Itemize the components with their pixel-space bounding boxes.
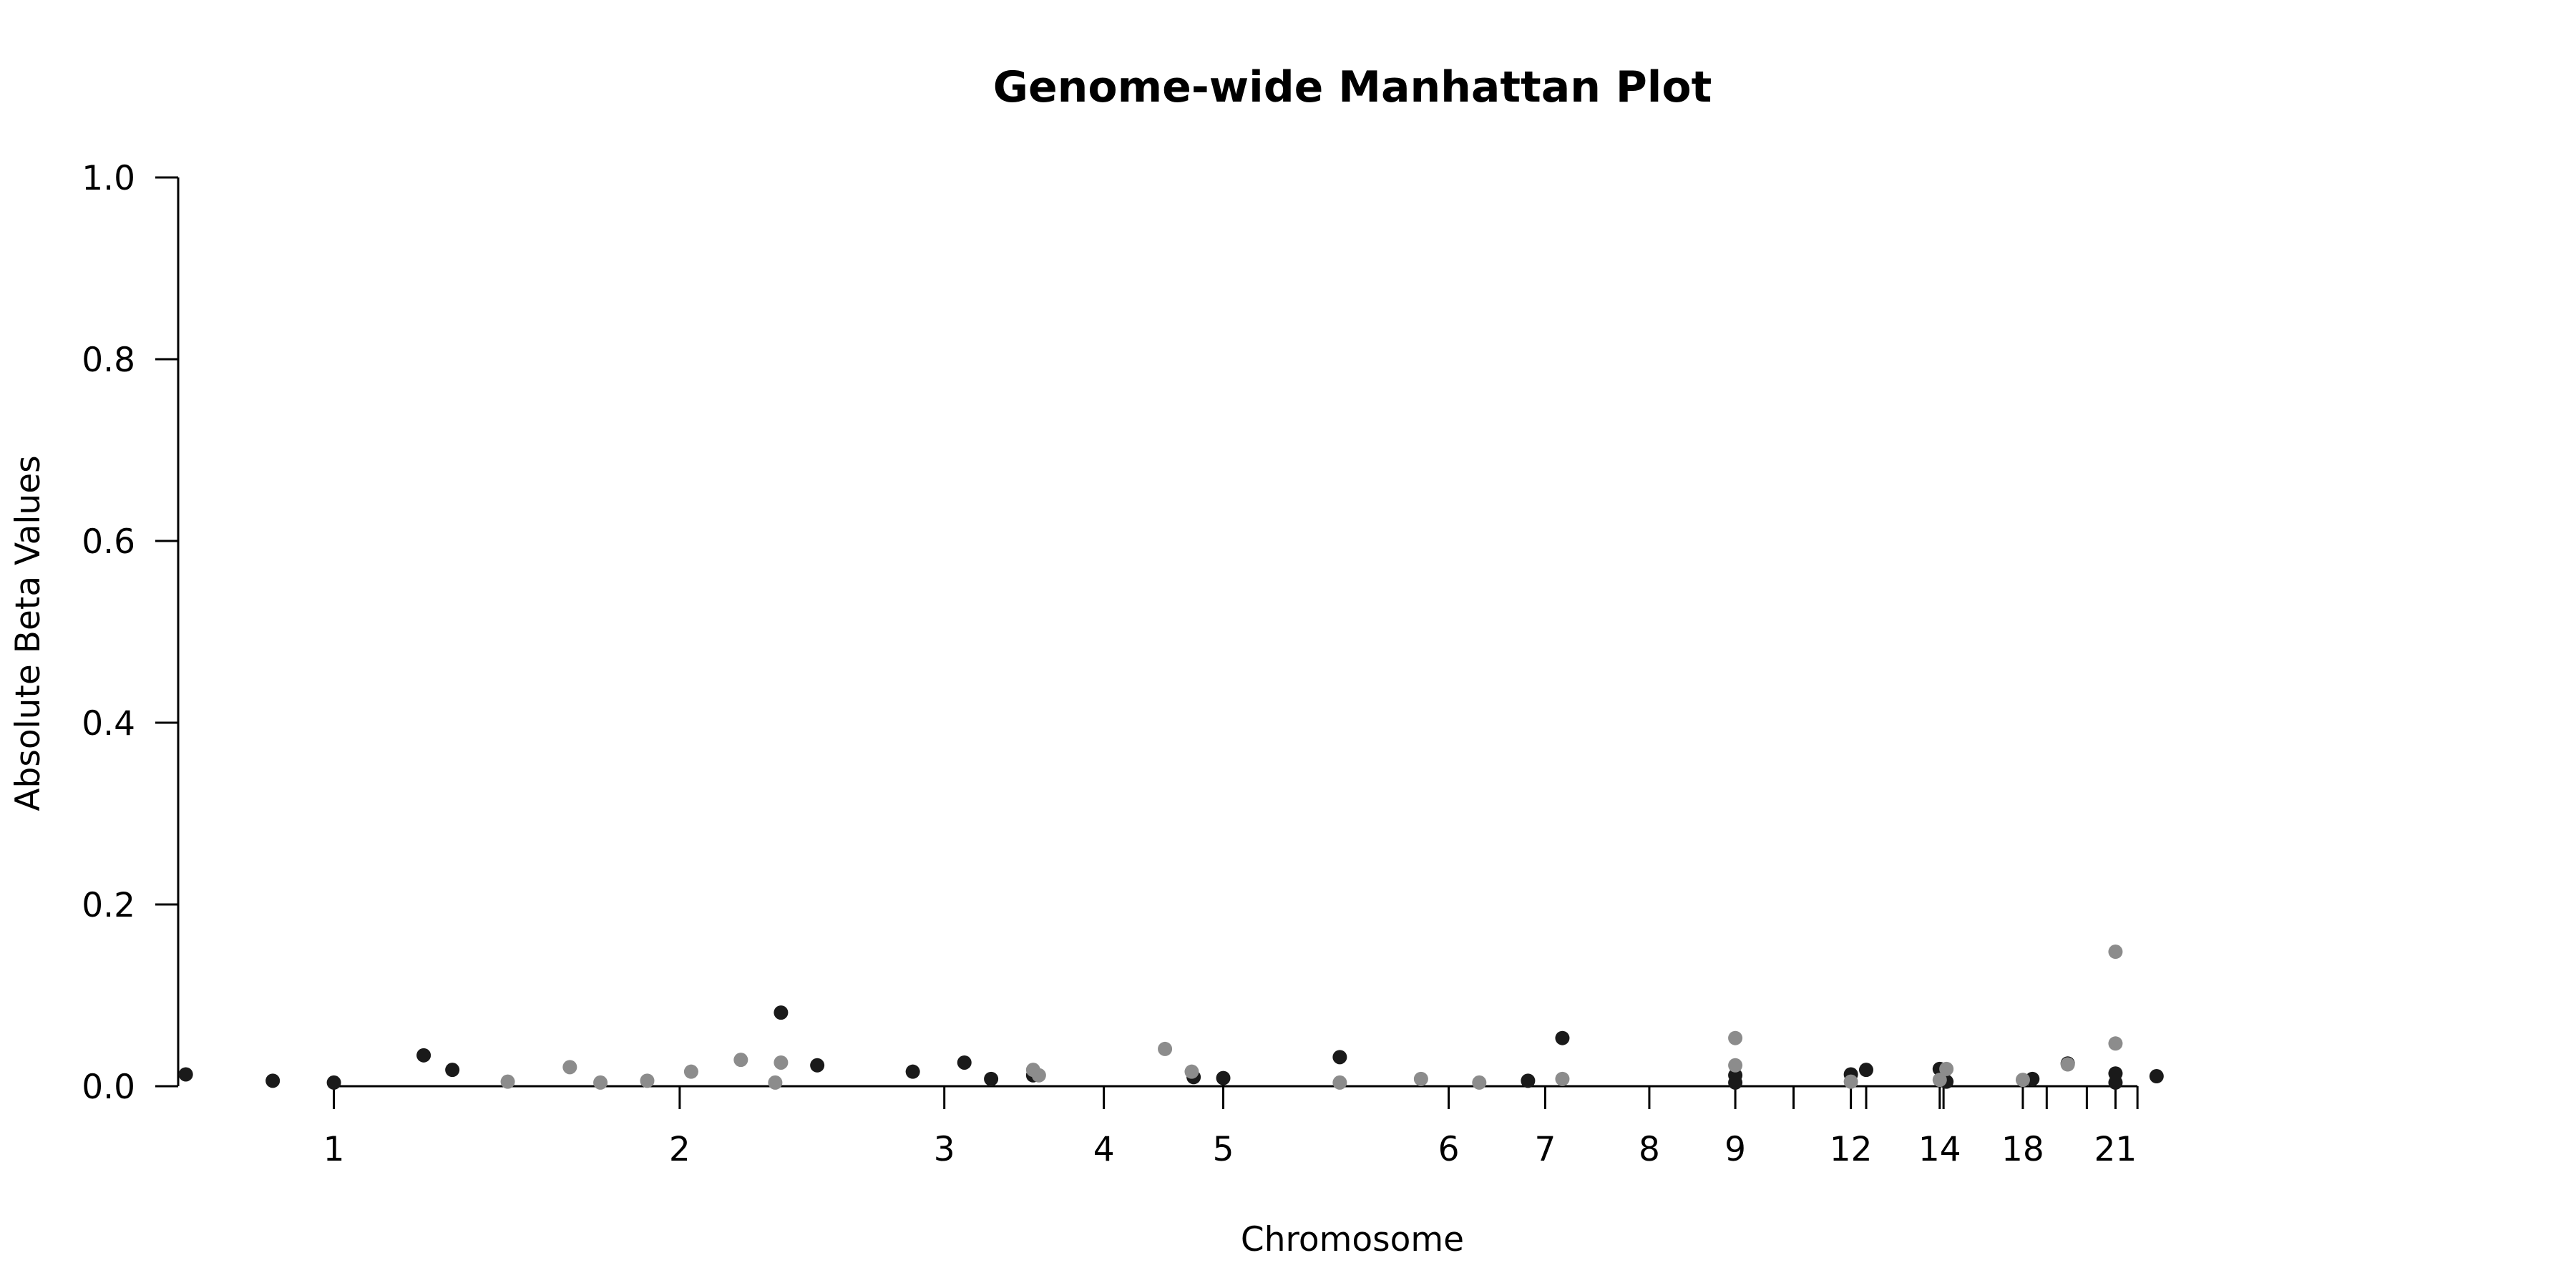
x-tick-label: 14 bbox=[1918, 1130, 1961, 1169]
data-point bbox=[562, 1060, 577, 1075]
data-point bbox=[178, 1067, 193, 1082]
data-point bbox=[2108, 945, 2123, 960]
data-point bbox=[1843, 1074, 1858, 1089]
data-point bbox=[1521, 1073, 1536, 1088]
data-point bbox=[2015, 1073, 2030, 1088]
chart-title: Genome-wide Manhattan Plot bbox=[993, 62, 1712, 112]
x-tick-label: 5 bbox=[1213, 1130, 1234, 1169]
data-point bbox=[1184, 1064, 1199, 1079]
data-point bbox=[326, 1075, 341, 1090]
data-point bbox=[1555, 1030, 1570, 1045]
x-tick-label: 7 bbox=[1534, 1130, 1556, 1169]
x-tick-label: 2 bbox=[669, 1130, 691, 1169]
x-tick-label: 8 bbox=[1639, 1130, 1660, 1169]
x-tick-label: 6 bbox=[1438, 1130, 1460, 1169]
data-point bbox=[2060, 1057, 2075, 1072]
data-point bbox=[957, 1055, 972, 1070]
data-point bbox=[593, 1075, 608, 1090]
x-tick-label: 9 bbox=[1724, 1130, 1746, 1169]
data-point bbox=[2108, 1036, 2123, 1051]
x-axis: 1 2 3 4 5 6 7 8 9 12 14 18 21 bbox=[323, 1086, 2139, 1169]
data-point bbox=[774, 1055, 789, 1070]
data-point bbox=[2108, 1075, 2123, 1090]
data-point bbox=[984, 1071, 999, 1086]
data-point bbox=[683, 1064, 698, 1079]
data-point bbox=[1216, 1070, 1231, 1085]
x-tick-label: 12 bbox=[1830, 1130, 1873, 1169]
data-points bbox=[178, 945, 2164, 1090]
x-tick-label: 4 bbox=[1093, 1130, 1115, 1169]
y-axis-label: Absolute Beta Values bbox=[9, 455, 48, 811]
data-point bbox=[1555, 1071, 1570, 1086]
data-point bbox=[905, 1064, 920, 1079]
data-point bbox=[2149, 1069, 2164, 1084]
data-point bbox=[768, 1075, 783, 1090]
y-axis: 0.0 0.2 0.4 0.6 0.8 1.0 bbox=[82, 159, 178, 1107]
y-tick-label: 0.4 bbox=[82, 704, 135, 743]
data-point bbox=[640, 1073, 655, 1088]
data-point bbox=[774, 1005, 789, 1020]
data-point bbox=[1031, 1068, 1046, 1083]
data-point bbox=[416, 1048, 431, 1063]
x-tick-label: 3 bbox=[934, 1130, 955, 1169]
data-point bbox=[810, 1058, 825, 1073]
data-point bbox=[500, 1074, 515, 1089]
data-point bbox=[1728, 1030, 1743, 1045]
x-axis-label: Chromosome bbox=[1241, 1220, 1464, 1259]
y-tick-label: 1.0 bbox=[82, 159, 135, 198]
y-tick-label: 0.8 bbox=[82, 341, 135, 380]
x-tick-label: 21 bbox=[2094, 1130, 2137, 1169]
data-point bbox=[445, 1063, 460, 1078]
data-point bbox=[1332, 1075, 1347, 1090]
y-tick-label: 0.2 bbox=[82, 886, 135, 925]
data-point bbox=[1858, 1063, 1873, 1078]
data-point bbox=[1413, 1071, 1428, 1086]
data-point bbox=[733, 1053, 748, 1068]
y-tick-label: 0.0 bbox=[82, 1068, 135, 1107]
data-point bbox=[265, 1073, 280, 1088]
data-point bbox=[1472, 1075, 1487, 1090]
data-point bbox=[1728, 1058, 1743, 1073]
data-point bbox=[1728, 1075, 1743, 1090]
x-tick-label: 1 bbox=[323, 1130, 345, 1169]
data-point bbox=[1939, 1061, 1954, 1076]
data-point bbox=[1158, 1041, 1173, 1056]
x-tick-label: 18 bbox=[2001, 1130, 2044, 1169]
data-point bbox=[1332, 1050, 1347, 1065]
data-point bbox=[1932, 1073, 1947, 1088]
y-tick-label: 0.6 bbox=[82, 522, 135, 562]
